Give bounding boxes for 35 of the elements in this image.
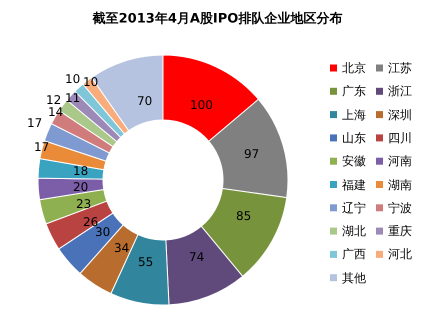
legend-label: 重庆 (388, 224, 412, 238)
data-label: 10 (83, 75, 98, 89)
legend-label: 河北 (388, 247, 412, 261)
data-label: 70 (137, 94, 152, 108)
legend-label: 湖南 (388, 178, 412, 192)
data-label: 85 (236, 209, 252, 223)
data-label: 18 (73, 164, 88, 178)
legend-label: 四川 (388, 131, 412, 145)
data-label: 100 (190, 98, 213, 112)
data-label: 17 (27, 116, 42, 130)
data-label: 23 (76, 197, 92, 211)
legend-label: 广东 (342, 84, 366, 98)
data-label: 10 (65, 72, 80, 86)
legend-label: 深圳 (388, 108, 412, 122)
legend-label: 安徽 (342, 154, 366, 168)
legend-label: 浙江 (388, 84, 412, 98)
legend-label: 河南 (388, 154, 412, 168)
data-label: 74 (189, 250, 204, 264)
data-label: 20 (73, 180, 88, 194)
legend-label: 山东 (342, 131, 366, 145)
legend-label: 湖北 (342, 224, 366, 238)
data-label: 55 (138, 255, 154, 269)
legend-label: 福建 (342, 178, 366, 192)
legend-label: 辽宁 (342, 201, 366, 215)
legend-label: 北京 (342, 61, 366, 75)
legend-label: 其他 (342, 271, 366, 285)
data-label: 34 (114, 241, 130, 255)
legend-label: 广西 (342, 247, 366, 261)
chart-title: 截至2013年4月A股IPO排队企业地区分布 (92, 12, 342, 27)
legend-label: 上海 (342, 108, 366, 122)
legend-label: 江苏 (388, 61, 412, 75)
data-label: 12 (46, 93, 62, 107)
data-label: 14 (48, 105, 64, 119)
data-label: 97 (244, 147, 260, 161)
legend-label: 宁波 (388, 201, 412, 215)
